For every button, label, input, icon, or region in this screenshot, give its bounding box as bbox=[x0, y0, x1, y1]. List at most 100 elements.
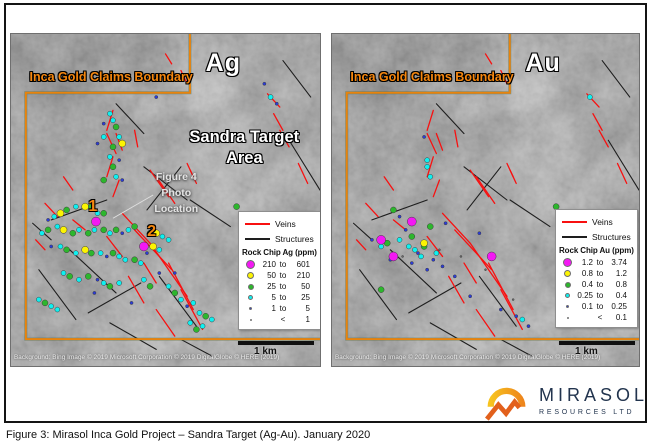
sample-point bbox=[100, 210, 107, 217]
sample-point bbox=[185, 304, 189, 309]
vein-line bbox=[180, 288, 204, 331]
sample-point bbox=[131, 256, 138, 264]
sample-point bbox=[178, 296, 184, 303]
sample-point bbox=[66, 273, 73, 280]
vein-line bbox=[448, 275, 465, 304]
claims-boundary bbox=[24, 34, 320, 341]
sample-point bbox=[190, 300, 197, 306]
sample-point bbox=[388, 251, 399, 262]
sample-point bbox=[157, 271, 162, 275]
structure-line bbox=[109, 322, 157, 350]
terrain-noise-fine bbox=[332, 34, 639, 366]
sample-point bbox=[46, 218, 50, 222]
claims-boundary bbox=[345, 34, 639, 341]
sample-point bbox=[94, 210, 101, 217]
sample-point bbox=[378, 243, 384, 250]
sample-point bbox=[209, 316, 215, 323]
vein-line bbox=[454, 229, 493, 271]
sample-point bbox=[187, 320, 193, 326]
photo-leader-line bbox=[112, 194, 154, 219]
sample-point bbox=[422, 135, 426, 139]
sample-point bbox=[440, 264, 445, 269]
vein-line bbox=[155, 176, 176, 204]
vein-line bbox=[189, 169, 198, 185]
sample-point bbox=[146, 283, 154, 290]
sample-point bbox=[112, 123, 120, 131]
vein-line bbox=[167, 262, 194, 311]
sample-point bbox=[95, 277, 100, 282]
sample-point bbox=[109, 163, 117, 171]
sample-point bbox=[499, 307, 503, 312]
sample-point bbox=[113, 174, 119, 180]
sample-point bbox=[141, 276, 147, 283]
vein-line bbox=[432, 179, 441, 198]
sample-point bbox=[122, 257, 129, 263]
vein-line bbox=[112, 179, 120, 198]
sample-point bbox=[154, 95, 159, 99]
vein-line bbox=[426, 156, 434, 178]
vein-line bbox=[149, 169, 170, 198]
sample-point bbox=[73, 203, 79, 210]
vein-line bbox=[469, 169, 490, 198]
sample-point bbox=[106, 283, 114, 290]
vein-line bbox=[180, 69, 188, 85]
sample-point bbox=[159, 233, 166, 240]
vein-line bbox=[383, 176, 395, 191]
vein-line bbox=[127, 275, 145, 304]
sample-point bbox=[370, 237, 374, 242]
sample-point bbox=[390, 206, 397, 214]
sample-point bbox=[427, 174, 433, 180]
sample-point bbox=[125, 227, 132, 233]
vein-line bbox=[72, 219, 86, 231]
sample-point bbox=[233, 203, 240, 210]
sample-point bbox=[146, 229, 154, 237]
sample-point bbox=[91, 216, 101, 227]
sample-point bbox=[57, 243, 64, 250]
sample-point bbox=[92, 291, 97, 295]
vein-line bbox=[500, 288, 523, 331]
sample-point bbox=[120, 178, 125, 182]
vein-line bbox=[598, 129, 609, 148]
vein-line bbox=[272, 113, 284, 131]
sample-point bbox=[425, 267, 430, 272]
sample-point bbox=[459, 255, 463, 258]
sample-point bbox=[468, 294, 472, 299]
sample-point bbox=[112, 226, 120, 234]
sample-point bbox=[196, 310, 203, 316]
sample-point bbox=[376, 235, 386, 245]
logo-subtitle: RESOURCES LTD bbox=[539, 408, 635, 416]
map-panel-ag: Ag Inca Gold Claims Boundary Sandra Targ… bbox=[10, 33, 321, 367]
sample-point bbox=[118, 139, 126, 148]
structure-line bbox=[478, 275, 517, 327]
vein-line bbox=[435, 132, 444, 151]
sample-point bbox=[76, 227, 82, 233]
sample-point bbox=[587, 94, 593, 100]
sample-point bbox=[107, 110, 113, 117]
sample-point bbox=[129, 301, 134, 305]
vein-line bbox=[454, 129, 459, 148]
terrain-noise-fine bbox=[11, 34, 320, 366]
sample-point bbox=[63, 246, 70, 254]
structure-line bbox=[180, 338, 213, 357]
sample-point bbox=[110, 117, 116, 124]
sample-point bbox=[511, 298, 515, 301]
vein-line bbox=[441, 212, 471, 244]
sample-point bbox=[85, 273, 92, 280]
sample-point bbox=[202, 312, 209, 320]
sample-point bbox=[69, 229, 77, 237]
sample-point bbox=[426, 223, 434, 230]
structure-line bbox=[189, 199, 231, 228]
sample-point bbox=[109, 249, 117, 257]
sample-point bbox=[514, 314, 519, 319]
sample-point bbox=[116, 253, 122, 260]
vein-line bbox=[426, 235, 444, 258]
sample-point bbox=[407, 216, 417, 227]
map-canvas-au bbox=[332, 34, 639, 366]
sample-point bbox=[401, 255, 404, 258]
vein-line bbox=[365, 202, 379, 218]
sample-point bbox=[81, 202, 89, 211]
sample-point bbox=[193, 326, 200, 333]
sample-point bbox=[519, 316, 526, 323]
vein-line bbox=[463, 262, 477, 284]
sample-point bbox=[88, 203, 95, 210]
